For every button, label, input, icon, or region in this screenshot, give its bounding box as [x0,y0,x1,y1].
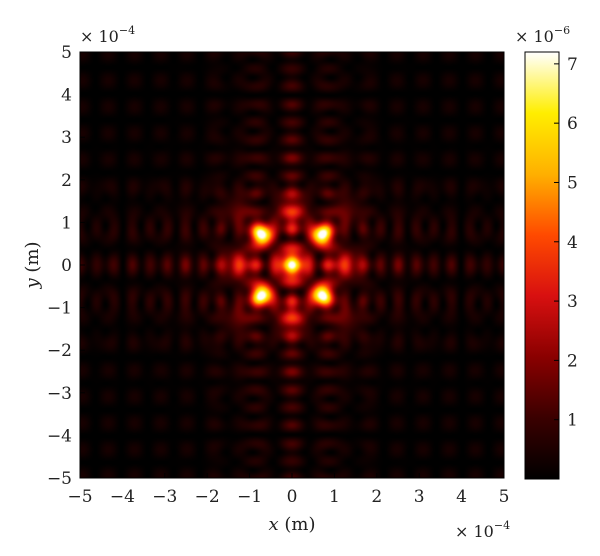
colorbar-tick-label: 3 [567,292,578,312]
x-tick-label: 2 [371,487,382,507]
x-tick-label: −4 [110,487,135,507]
x-tick-labels: −5 −4 −3 −2 −1 0 1 2 3 4 5 [67,473,509,507]
y-tick-label: −3 [47,384,72,404]
x-tick-label: 1 [329,487,340,507]
colorbar-gradient [524,51,560,480]
y-tick-label: −2 [47,341,72,361]
y-tick-label: 4 [61,86,72,106]
y-tick-label: 5 [61,43,72,63]
colorbar-tick-label: 4 [567,233,578,253]
x-tick-label: −3 [152,487,177,507]
x-tick-label: −1 [237,487,262,507]
heatmap-plot-area [79,51,505,479]
x-tick-label: −5 [67,487,92,507]
y-axis-multiplier: × 10−4 [80,24,135,46]
y-tick-label: 0 [61,256,72,276]
colorbar-multiplier: × 10−6 [515,24,570,46]
y-tick-label: 1 [61,213,72,233]
x-tick-label: 4 [456,487,467,507]
x-tick-label: 0 [287,487,298,507]
x-axis-multiplier: × 10−4 [455,519,510,541]
x-tick-label: 3 [414,487,425,507]
colorbar-tick-label: 6 [567,114,578,134]
y-axis-label: y (m) [22,241,43,289]
x-axis-label: x (m) [269,514,316,535]
x-tick-label: 5 [499,487,510,507]
y-tick-label: −1 [47,299,72,319]
y-tick-label: −5 [47,469,72,489]
colorbar-ticks: 1 2 3 4 5 6 7 [554,55,578,431]
heatmap-image [80,52,504,478]
colorbar: 1 2 3 4 5 6 7 × 10−6 [515,24,578,480]
y-tick-label: 2 [61,171,72,191]
colorbar-tick-label: 5 [567,173,578,193]
y-tick-labels: 5 4 3 2 1 0 −1 −2 −3 −4 −5 [47,43,85,489]
y-tick-label: −4 [47,426,72,446]
colorbar-tick-label: 2 [567,351,578,371]
x-tick-label: −2 [195,487,220,507]
colorbar-tick-label: 1 [567,411,578,431]
colorbar-tick-label: 7 [567,55,578,75]
y-tick-label: 3 [61,128,72,148]
